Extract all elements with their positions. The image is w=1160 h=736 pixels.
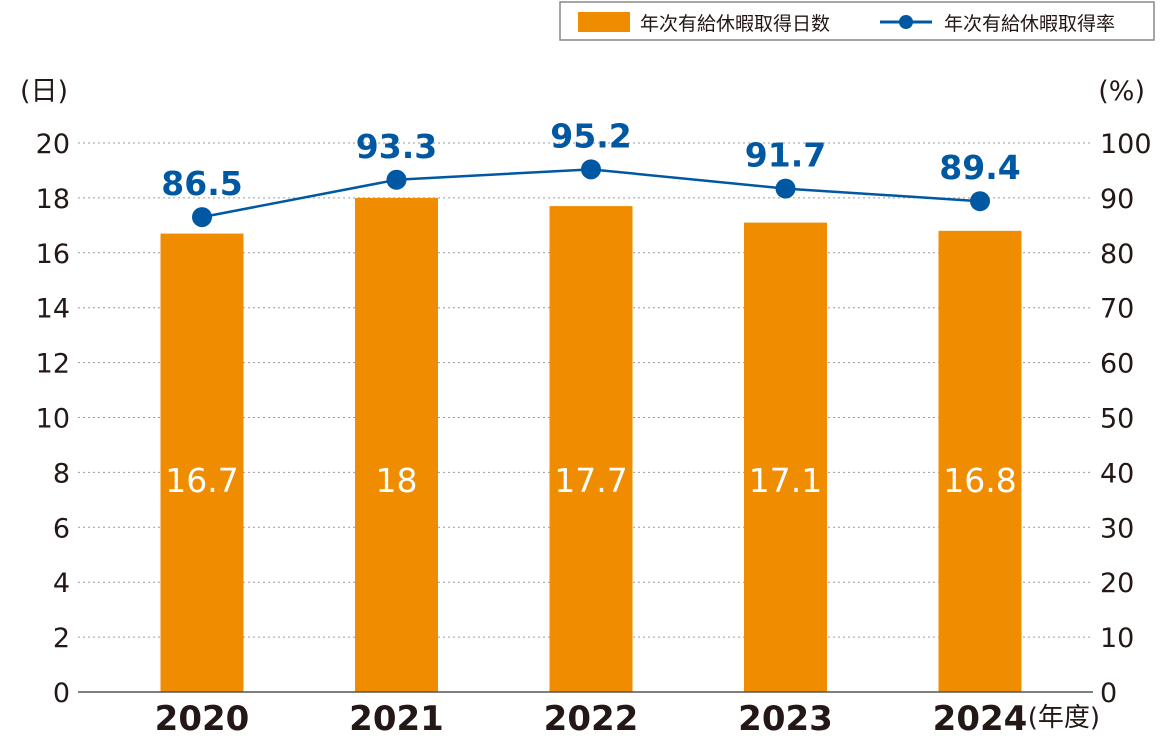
left-tick-label: 12 [36,349,70,380]
left-tick-label: 8 [53,458,70,489]
right-tick-label: 40 [1100,458,1134,489]
right-tick-label: 0 [1100,678,1117,709]
line-series [192,159,990,228]
left-axis-ticks: 0 2 4 6 8 10 12 14 16 18 20 [36,129,70,709]
bar-series [160,197,1022,693]
left-tick-label: 0 [53,678,70,709]
right-axis-ticks: 0 10 20 30 40 50 60 70 80 90 100 [1100,129,1152,709]
rate-point [775,178,796,199]
left-tick-label: 6 [53,513,70,544]
x-axis-categories: 2020 2021 2022 2023 2024 [155,699,1028,736]
right-tick-label: 30 [1100,513,1134,544]
right-axis-unit: (%) [1098,76,1145,107]
left-tick-label: 16 [36,239,70,270]
rate-point [192,207,212,228]
right-tick-label: 70 [1100,294,1134,325]
line-value-labels: 86.5 93.3 95.2 91.7 89.4 [161,116,1020,203]
rate-point [386,169,407,190]
left-tick-label: 10 [36,404,70,435]
category-label: 2020 [155,699,250,736]
right-tick-label: 60 [1100,349,1134,380]
right-tick-label: 50 [1100,404,1134,435]
rate-value-label: 95.2 [550,116,631,155]
bar-value-label: 17.7 [554,461,627,500]
left-tick-label: 2 [53,623,70,654]
rate-value-label: 93.3 [356,127,437,166]
legend-line-marker [899,15,913,29]
right-tick-label: 80 [1100,239,1134,270]
bar-value-label: 18 [376,461,418,500]
left-axis-unit: (日) [20,76,68,107]
rate-value-label: 86.5 [161,164,242,203]
rate-point [970,191,990,212]
left-tick-label: 14 [36,294,70,325]
x-axis-unit: (年度) [1028,703,1100,733]
category-label: 2024 [933,699,1028,736]
category-label: 2022 [544,699,639,736]
right-tick-label: 90 [1100,184,1134,215]
legend-box [559,1,1155,41]
right-tick-label: 100 [1100,129,1152,160]
bar [938,230,1022,692]
left-tick-label: 18 [36,184,70,215]
bar [549,206,633,692]
right-tick-label: 20 [1100,568,1134,599]
rate-point [581,159,601,180]
legend-line-label: 年次有給休暇取得率 [944,13,1115,35]
left-tick-label: 20 [36,129,70,160]
bar-value-labels: 16.7 18 17.7 17.1 16.8 [165,461,1016,500]
bar-value-label: 16.7 [165,461,238,500]
legend-bar-label: 年次有給休暇取得日数 [640,13,830,35]
rate-value-label: 89.4 [939,148,1020,187]
right-tick-label: 10 [1100,623,1134,654]
bar-value-label: 16.8 [943,461,1016,500]
legend-bar-swatch [578,12,630,32]
bar [744,222,827,693]
bar [355,197,438,692]
rate-value-label: 91.7 [745,136,826,175]
category-label: 2023 [738,699,833,736]
bar-value-label: 17.1 [749,461,822,500]
bar [160,233,244,692]
left-tick-label: 4 [53,568,70,599]
legend: 年次有給休暇取得日数 年次有給休暇取得率 [559,1,1155,41]
category-label: 2021 [349,699,444,736]
